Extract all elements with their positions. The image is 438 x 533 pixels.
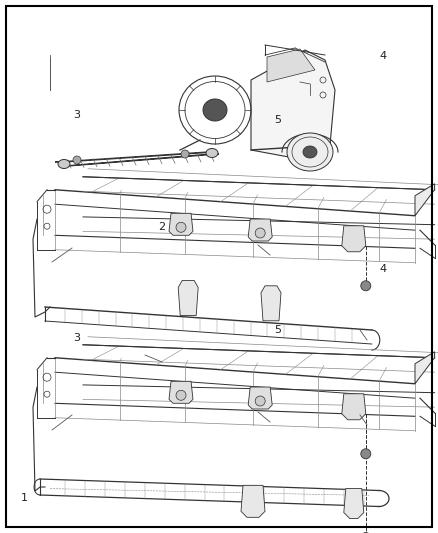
Text: 2: 2 [159, 222, 166, 231]
Polygon shape [261, 286, 281, 321]
Polygon shape [415, 184, 434, 216]
Circle shape [176, 222, 186, 232]
Circle shape [361, 449, 371, 459]
Circle shape [176, 390, 186, 400]
Text: 3: 3 [73, 110, 80, 119]
Text: 5: 5 [275, 115, 282, 125]
Ellipse shape [303, 146, 317, 158]
Circle shape [361, 281, 371, 291]
Circle shape [255, 396, 265, 406]
Polygon shape [342, 394, 366, 420]
Text: 1: 1 [21, 494, 28, 503]
Polygon shape [55, 152, 217, 162]
Polygon shape [251, 50, 335, 160]
Text: 4: 4 [380, 264, 387, 274]
Text: 5: 5 [275, 326, 282, 335]
Polygon shape [63, 154, 219, 166]
Circle shape [255, 228, 265, 238]
Ellipse shape [287, 133, 333, 171]
Text: 3: 3 [73, 334, 80, 343]
Polygon shape [178, 280, 198, 316]
Polygon shape [342, 226, 366, 252]
Ellipse shape [206, 149, 218, 157]
Ellipse shape [58, 159, 70, 168]
Polygon shape [267, 49, 315, 82]
Polygon shape [415, 352, 434, 384]
Polygon shape [248, 387, 272, 409]
Ellipse shape [203, 99, 227, 121]
Polygon shape [241, 486, 265, 518]
Polygon shape [248, 219, 272, 241]
Polygon shape [169, 381, 193, 403]
Polygon shape [344, 489, 364, 519]
Text: 4: 4 [380, 51, 387, 61]
Circle shape [73, 156, 81, 164]
Circle shape [181, 150, 189, 158]
Polygon shape [169, 213, 193, 235]
